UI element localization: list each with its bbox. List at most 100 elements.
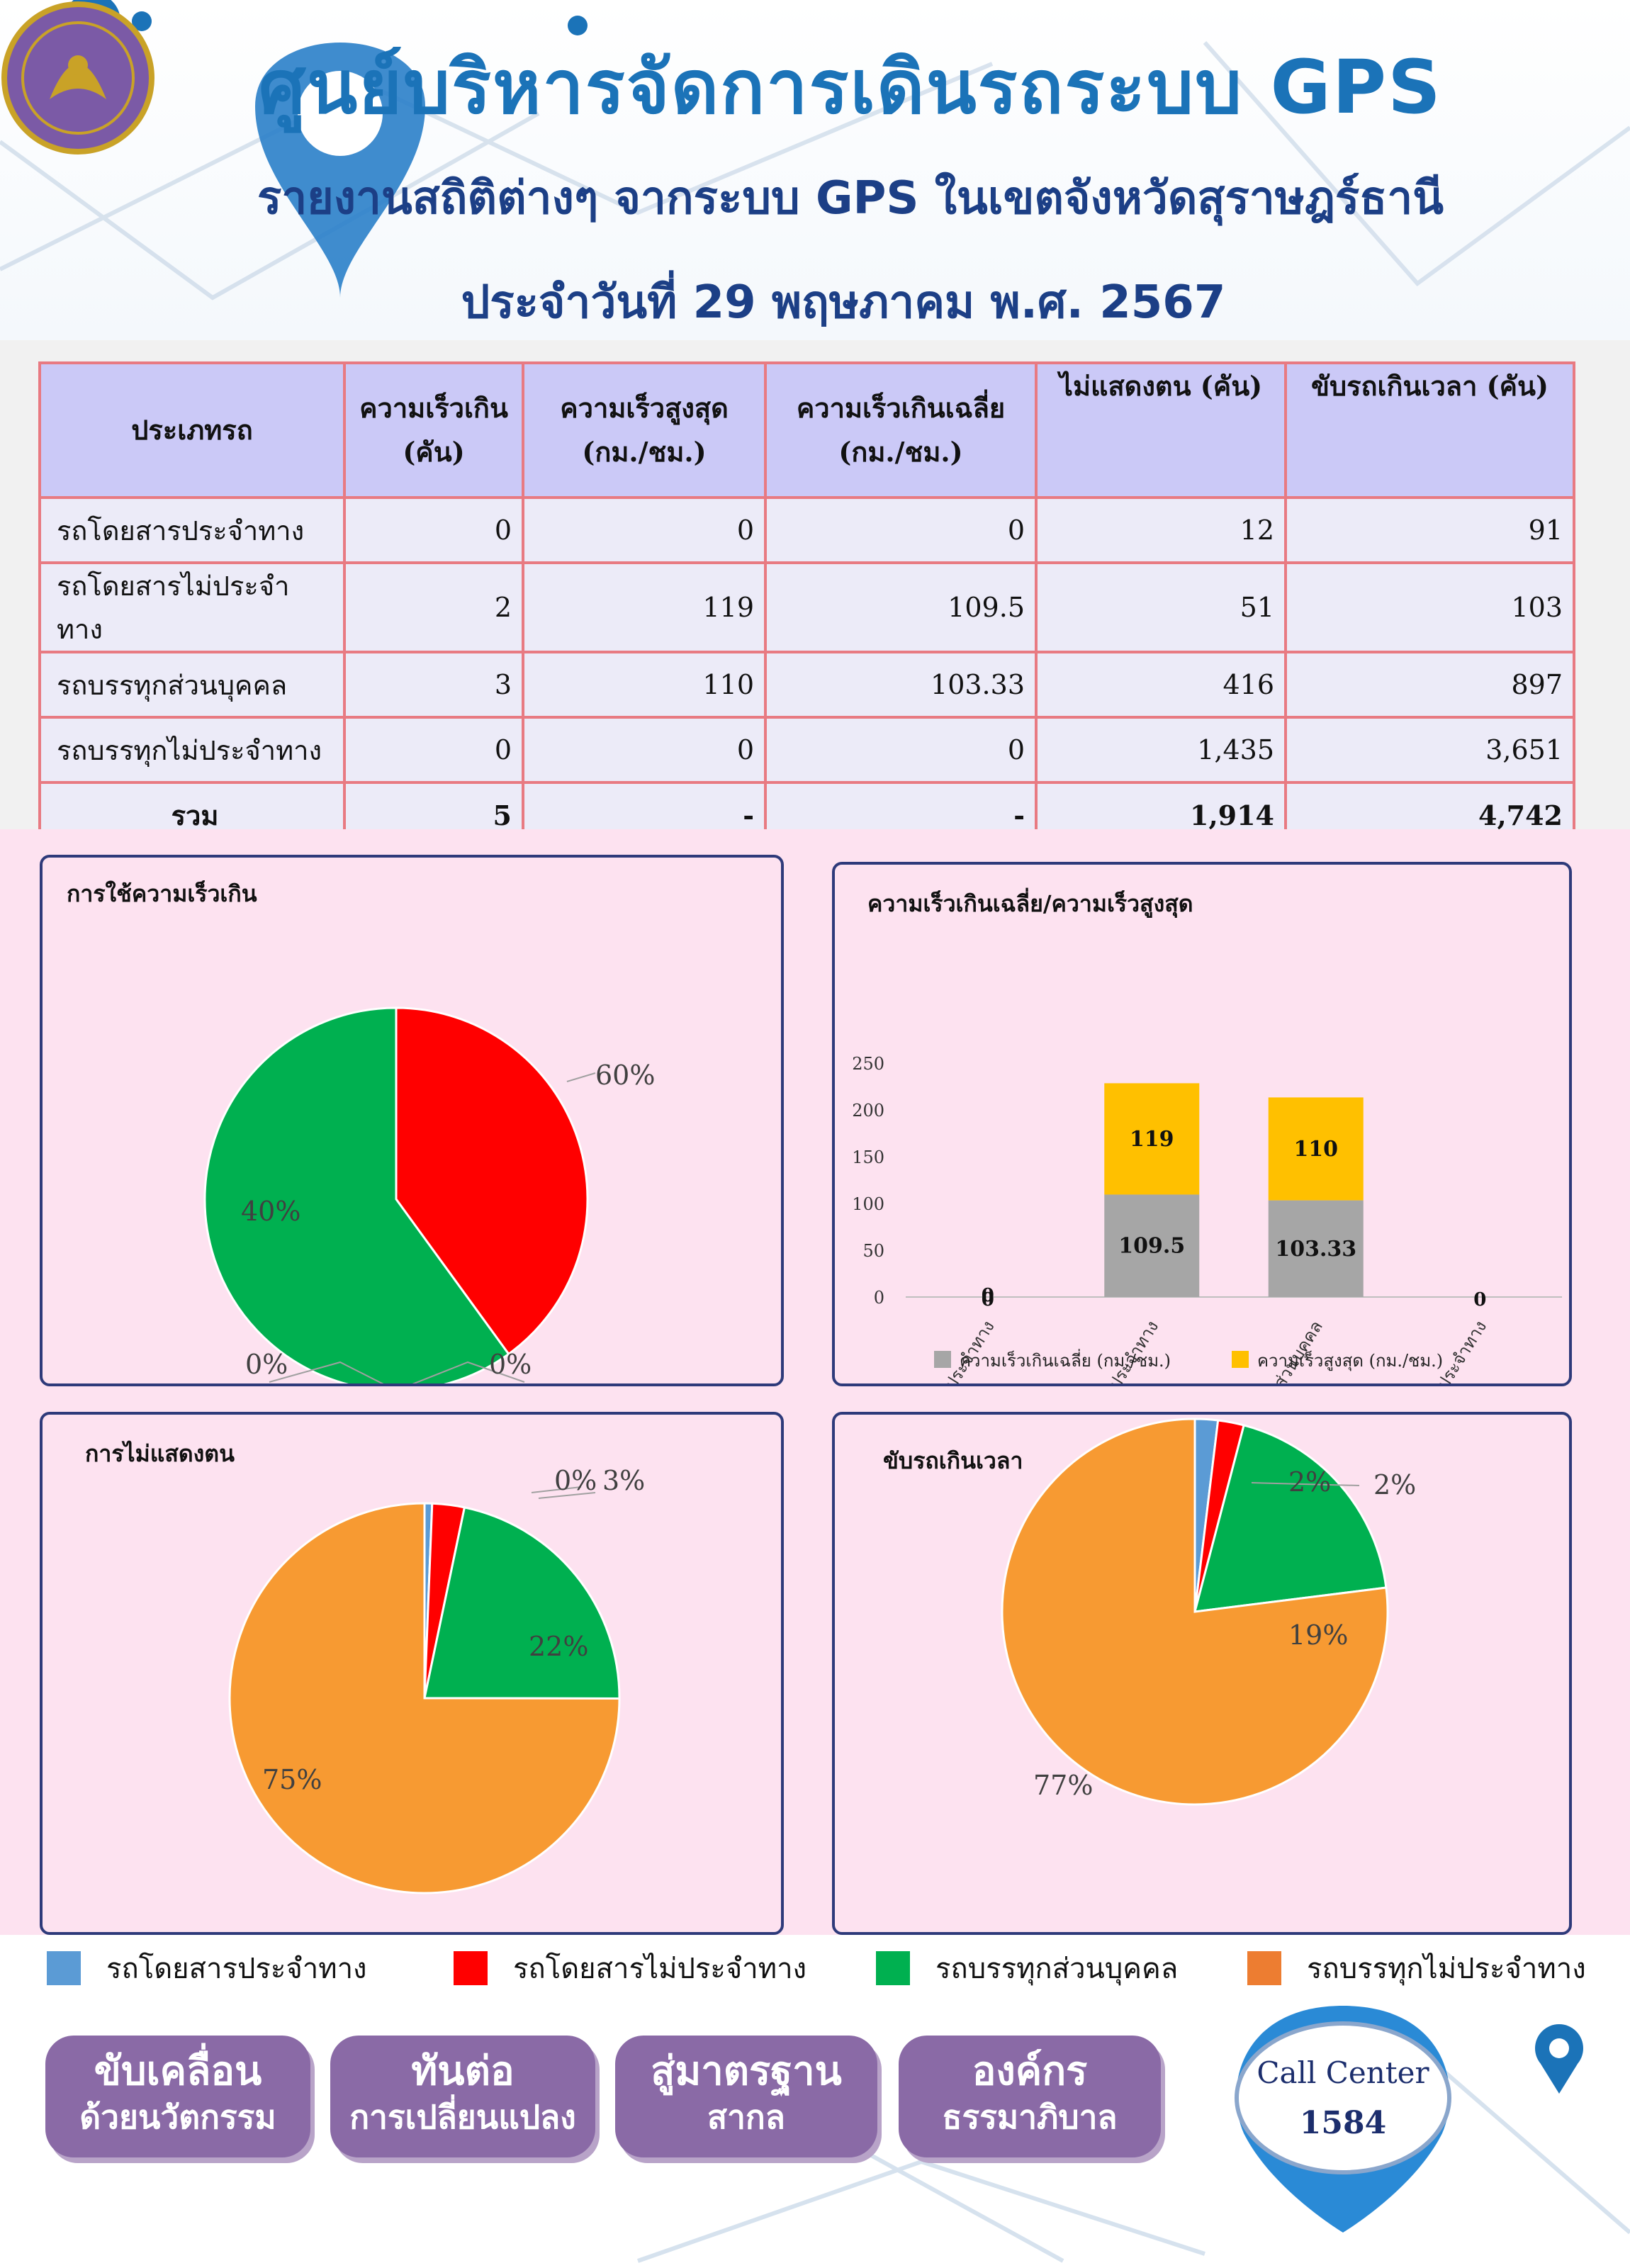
legend-swatch	[876, 1951, 910, 1985]
cell-not-reporting: 416	[1035, 651, 1287, 719]
page-title: ศูนย์บริหารจัดการเดินรถระบบ GPS	[259, 44, 1442, 130]
pie-data-label: 0%	[554, 1465, 597, 1496]
chart-title: ขับรถเกินเวลา	[883, 1447, 1023, 1474]
legend-label: ความเร็วสูงสุด (กม./ชม.)	[1257, 1350, 1443, 1371]
col-header-max-speed: ความเร็วสูงสุด (กม./ชม.)	[522, 361, 767, 499]
department-seal-icon	[1, 1, 154, 155]
slogan-line1: องค์กร	[972, 2048, 1088, 2094]
bar-segment	[1268, 1200, 1364, 1297]
pie-data-label: 3%	[602, 1465, 645, 1496]
pie-data-label: 60%	[595, 1060, 655, 1091]
cell-avg-over-speed: 109.5	[764, 561, 1038, 653]
bar-chart-speed: 05010015020025000รถโดยสารประจำทาง109.511…	[852, 1054, 1562, 1383]
slogan-line2: ธรรมาภิบาล	[942, 2098, 1118, 2136]
map-pin-icon	[1535, 2024, 1583, 2094]
row-vehicle-type: รถบรรทุกส่วนบุคคล	[38, 651, 346, 719]
col-header-over-speed: ความเร็วเกิน (คัน)	[343, 361, 524, 499]
col-header-avg-over-speed-line1: ความเร็วเกินเฉลี่ย	[796, 392, 1006, 424]
leader-line	[269, 1361, 384, 1383]
legend-label: รถบรรทุกไม่ประจำทาง	[1307, 1953, 1586, 1985]
pie-slice	[228, 1502, 621, 1894]
table-row: รถบรรทุกส่วนบุคคล 3 110 103.33 416 897	[38, 651, 1575, 719]
bar-data-label: 0	[982, 1289, 994, 1310]
pie-slice	[203, 1006, 510, 1383]
slogan-pill: ขับเคลื่อน ด้วยนวัตกรรม	[45, 2036, 310, 2157]
header: ศูนย์บริหารจัดการเดินรถระบบ GPS รายงานสถ…	[0, 0, 1630, 340]
cell-overtime: 3,651	[1284, 716, 1575, 784]
pie-chart-overtime: 2% 2% 19% 77%	[1001, 1418, 1416, 1806]
leader-line	[538, 1492, 596, 1499]
col-header-over-speed-line1: ความเร็วเกิน	[359, 392, 508, 424]
col-header-avg-over-speed-line2: (กม./ชม.)	[838, 436, 963, 468]
slogan-line2: การเปลี่ยนแปลง	[349, 2098, 576, 2136]
leader-line	[412, 1361, 525, 1383]
bar-data-label: 119	[1130, 1127, 1174, 1152]
call-center-label: Call Center	[1257, 2055, 1429, 2090]
col-header-avg-over-speed: ความเร็วเกินเฉลี่ย (กม./ชม.)	[764, 361, 1038, 499]
bar-data-label: 103.33	[1275, 1237, 1356, 1262]
legend-swatch	[934, 1351, 951, 1368]
legend-item: รถบรรทุกไม่ประจำทาง	[1247, 1950, 1586, 1986]
legend-item: รถบรรทุกส่วนบุคคล	[876, 1950, 1178, 1986]
legend-swatch	[47, 1951, 81, 1985]
bar-data-label: 0	[1473, 1289, 1486, 1310]
pie-data-label: 40%	[241, 1196, 300, 1227]
cell-max-speed: 0	[522, 496, 767, 564]
small-pin-icon	[132, 11, 588, 35]
pie-data-label: 2%	[1373, 1469, 1416, 1500]
leader-line	[566, 1072, 596, 1082]
col-header-not-reporting: ไม่แสดงตน (คัน)	[1035, 361, 1287, 499]
pie-panel-over-speed: การใช้ความเร็วเกิน 0% 40% 60% 0%	[40, 855, 784, 1386]
large-map-pin-icon	[255, 43, 425, 298]
pie-chart-over-speed: 0% 40% 60% 0%	[203, 1006, 655, 1383]
bar-data-label: 0	[982, 1285, 994, 1306]
col-header-vehicle-type: ประเภทรถ	[38, 361, 346, 499]
legend-label: รถบรรทุกส่วนบุคคล	[935, 1953, 1179, 1985]
leader-line	[1251, 1482, 1360, 1486]
pie-data-label: 75%	[262, 1764, 322, 1795]
y-tick-label: 50	[862, 1241, 884, 1261]
col-header-max-speed-line1: ความเร็วสูงสุด	[560, 392, 729, 424]
col-header-max-speed-line2: (กม./ชม.)	[582, 436, 707, 468]
pie-data-label: 0%	[245, 1349, 288, 1380]
slogan-line2: สากล	[707, 2098, 785, 2136]
cell-over-speed: 3	[343, 651, 524, 719]
cell-overtime: 897	[1284, 651, 1575, 719]
slogan-line1: ทันต่อ	[411, 2048, 515, 2094]
pie-data-label: 0%	[489, 1349, 532, 1380]
bar-data-label: 110	[1293, 1137, 1338, 1162]
pie-slice	[395, 1006, 589, 1356]
cell-over-speed: 0	[343, 716, 524, 784]
cell-avg-over-speed: 0	[764, 496, 1038, 564]
bar-segment	[1104, 1083, 1200, 1195]
chart-title: ความเร็วเกินเฉลี่ย/ความเร็วสูงสุด	[867, 890, 1193, 917]
stats-table: ประเภทรถ ความเร็วเกิน (คัน) ความเร็วสูงสุ…	[38, 361, 1575, 849]
cell-overtime: 91	[1284, 496, 1575, 564]
row-vehicle-type: รถโดยสารไม่ประจำทาง	[38, 561, 346, 653]
slogan-line1: สู่มาตรฐาน	[651, 2048, 842, 2094]
row-vehicle-type: รถโดยสารประจำทาง	[38, 496, 346, 564]
slogan-pill: สู่มาตรฐานสากล	[615, 2036, 877, 2157]
legend-item: รถโดยสารประจำทาง	[47, 1950, 367, 1986]
legend-bar	[0, 1935, 1630, 2020]
chart-title: การไม่แสดงตน	[85, 1440, 235, 1467]
legend-swatch	[454, 1951, 488, 1985]
table-header-row: ประเภทรถ ความเร็วเกิน (คัน) ความเร็วสูงสุ…	[38, 361, 1575, 499]
bar-data-label: 109.5	[1118, 1234, 1185, 1259]
cell-over-speed: 2	[343, 561, 524, 653]
bar-segment	[1268, 1097, 1364, 1201]
stats-table-section: ประเภทรถ ความเร็วเกิน (คัน) ความเร็วสูงสุ…	[0, 340, 1630, 849]
call-center-pin-icon	[1235, 2006, 1451, 2233]
cell-not-reporting: 12	[1035, 496, 1287, 564]
pie-chart-not-reporting: 0% 3% 22% 75%	[228, 1465, 645, 1894]
cell-not-reporting: 51	[1035, 561, 1287, 653]
pie-data-label: 22%	[529, 1631, 588, 1662]
bar-panel-speed: ความเร็วเกินเฉลี่ย/ความเร็วสูงสุด 0 50 100…	[832, 862, 1572, 1386]
pie-slice	[1001, 1418, 1389, 1806]
cell-max-speed: 110	[522, 651, 767, 719]
chart-title: การใช้ความเร็วเกิน	[67, 880, 257, 907]
cell-over-speed: 0	[343, 496, 524, 564]
leader-line	[531, 1486, 582, 1493]
pie-panel-not-reporting: การไม่แสดงตน 0% 3% 22% 75%	[40, 1412, 784, 1935]
pie-data-label: 2%	[1288, 1466, 1331, 1498]
